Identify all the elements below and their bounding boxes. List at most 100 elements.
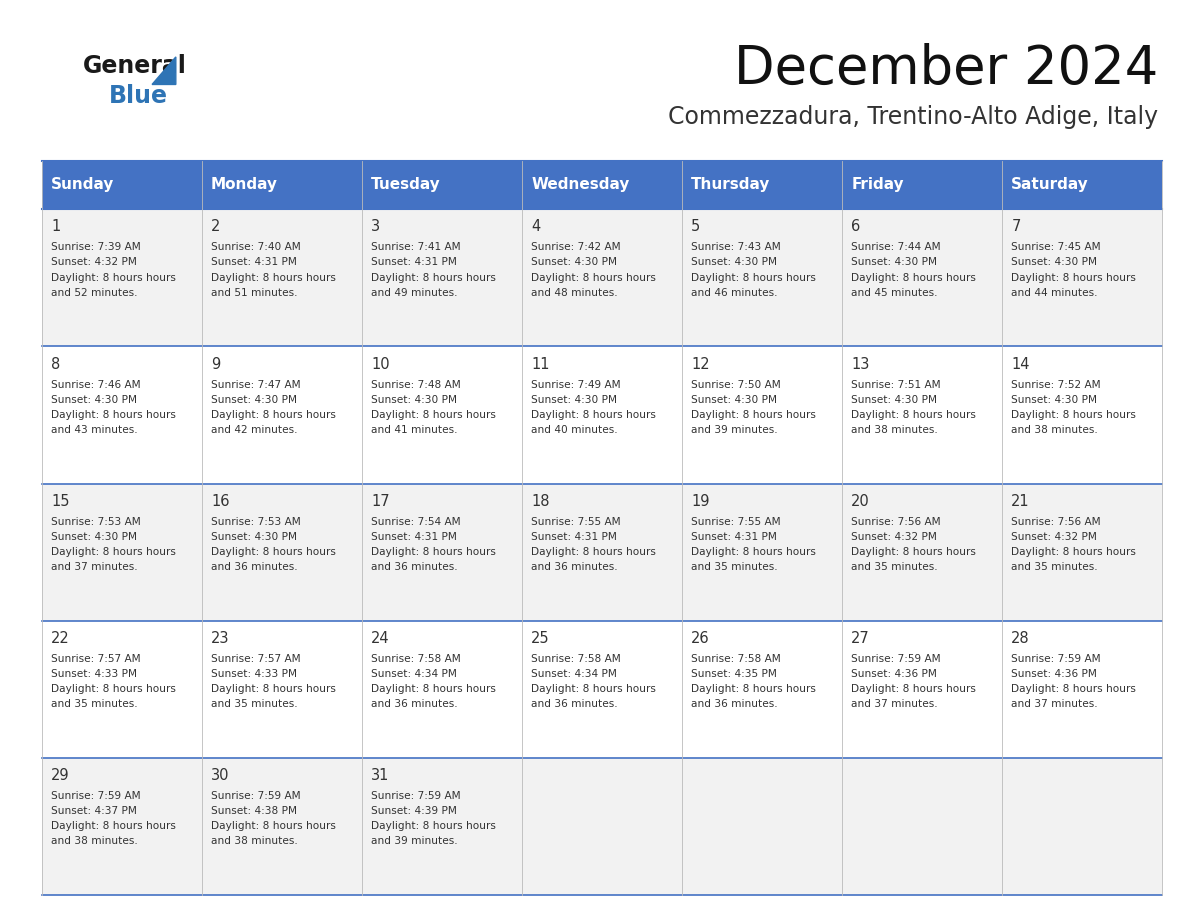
Text: Daylight: 8 hours hours: Daylight: 8 hours hours [852,684,977,694]
Text: and 38 minutes.: and 38 minutes. [1011,425,1098,435]
Bar [42,346,1162,484]
Text: and 45 minutes.: and 45 minutes. [852,288,937,297]
Text: Daylight: 8 hours hours: Daylight: 8 hours hours [691,684,816,694]
Text: Sunrise: 7:53 AM: Sunrise: 7:53 AM [211,517,301,527]
Text: 7: 7 [1011,219,1020,234]
Bar [42,484,1162,621]
Text: 25: 25 [531,631,550,646]
Text: Sunrise: 7:43 AM: Sunrise: 7:43 AM [691,242,781,252]
Text: and 35 minutes.: and 35 minutes. [1011,562,1098,572]
Text: Daylight: 8 hours hours: Daylight: 8 hours hours [1011,409,1136,420]
Text: Sunrise: 7:40 AM: Sunrise: 7:40 AM [211,242,301,252]
Text: Daylight: 8 hours hours: Daylight: 8 hours hours [371,547,497,557]
Text: 26: 26 [691,631,710,646]
Text: Daylight: 8 hours hours: Daylight: 8 hours hours [531,409,656,420]
Text: and 36 minutes.: and 36 minutes. [211,562,298,572]
Bar [42,758,1162,895]
Text: and 49 minutes.: and 49 minutes. [371,288,457,297]
Text: Sunday: Sunday [51,177,114,193]
Text: and 37 minutes.: and 37 minutes. [51,562,138,572]
Text: 8: 8 [51,356,61,372]
Text: Daylight: 8 hours hours: Daylight: 8 hours hours [371,822,497,831]
Text: Sunset: 4:31 PM: Sunset: 4:31 PM [371,532,457,542]
Text: 12: 12 [691,356,710,372]
Text: and 52 minutes.: and 52 minutes. [51,288,138,297]
Text: Daylight: 8 hours hours: Daylight: 8 hours hours [51,822,176,831]
Text: Blue: Blue [109,84,169,108]
Text: Daylight: 8 hours hours: Daylight: 8 hours hours [51,547,176,557]
Text: Sunrise: 7:59 AM: Sunrise: 7:59 AM [852,654,941,664]
Text: General: General [83,54,187,78]
Text: Sunset: 4:34 PM: Sunset: 4:34 PM [371,669,457,679]
Text: Sunrise: 7:59 AM: Sunrise: 7:59 AM [211,791,301,800]
Text: Sunset: 4:30 PM: Sunset: 4:30 PM [371,395,457,405]
Text: Sunset: 4:30 PM: Sunset: 4:30 PM [211,395,297,405]
Text: Sunset: 4:36 PM: Sunset: 4:36 PM [1011,669,1098,679]
Text: Sunset: 4:34 PM: Sunset: 4:34 PM [531,669,617,679]
Text: Sunrise: 7:58 AM: Sunrise: 7:58 AM [371,654,461,664]
Text: Sunrise: 7:44 AM: Sunrise: 7:44 AM [852,242,941,252]
Text: Sunrise: 7:53 AM: Sunrise: 7:53 AM [51,517,141,527]
Text: and 40 minutes.: and 40 minutes. [531,425,618,435]
Text: Daylight: 8 hours hours: Daylight: 8 hours hours [852,547,977,557]
Text: Sunrise: 7:39 AM: Sunrise: 7:39 AM [51,242,141,252]
Text: and 36 minutes.: and 36 minutes. [531,562,618,572]
Text: Daylight: 8 hours hours: Daylight: 8 hours hours [531,547,656,557]
Text: Sunrise: 7:45 AM: Sunrise: 7:45 AM [1011,242,1101,252]
Text: Daylight: 8 hours hours: Daylight: 8 hours hours [691,409,816,420]
Text: and 39 minutes.: and 39 minutes. [371,836,457,846]
Text: Sunset: 4:30 PM: Sunset: 4:30 PM [211,532,297,542]
Text: Wednesday: Wednesday [531,177,630,193]
Text: 28: 28 [1011,631,1030,646]
Text: Sunrise: 7:46 AM: Sunrise: 7:46 AM [51,379,140,389]
Text: Sunrise: 7:55 AM: Sunrise: 7:55 AM [531,517,621,527]
Text: and 36 minutes.: and 36 minutes. [371,562,457,572]
Text: Sunset: 4:37 PM: Sunset: 4:37 PM [51,806,137,816]
Text: Sunrise: 7:51 AM: Sunrise: 7:51 AM [852,379,941,389]
Text: Daylight: 8 hours hours: Daylight: 8 hours hours [211,409,336,420]
Text: 3: 3 [371,219,380,234]
Text: Daylight: 8 hours hours: Daylight: 8 hours hours [531,273,656,283]
Text: Daylight: 8 hours hours: Daylight: 8 hours hours [852,273,977,283]
Text: Sunrise: 7:50 AM: Sunrise: 7:50 AM [691,379,781,389]
Text: Sunrise: 7:49 AM: Sunrise: 7:49 AM [531,379,621,389]
Text: Daylight: 8 hours hours: Daylight: 8 hours hours [371,684,497,694]
Text: Sunset: 4:38 PM: Sunset: 4:38 PM [211,806,297,816]
Text: and 35 minutes.: and 35 minutes. [211,700,298,710]
Text: and 35 minutes.: and 35 minutes. [691,562,778,572]
Text: Daylight: 8 hours hours: Daylight: 8 hours hours [1011,684,1136,694]
Text: 22: 22 [51,631,70,646]
Text: Sunrise: 7:42 AM: Sunrise: 7:42 AM [531,242,621,252]
Text: Friday: Friday [852,177,904,193]
Text: 31: 31 [371,768,390,783]
Text: and 38 minutes.: and 38 minutes. [51,836,138,846]
Text: Daylight: 8 hours hours: Daylight: 8 hours hours [691,273,816,283]
Text: Sunset: 4:31 PM: Sunset: 4:31 PM [211,257,297,267]
Text: Sunset: 4:30 PM: Sunset: 4:30 PM [1011,395,1098,405]
Text: Sunset: 4:32 PM: Sunset: 4:32 PM [852,532,937,542]
Text: Sunset: 4:31 PM: Sunset: 4:31 PM [531,532,617,542]
Text: and 46 minutes.: and 46 minutes. [691,288,778,297]
Text: Sunrise: 7:55 AM: Sunrise: 7:55 AM [691,517,781,527]
Text: Sunrise: 7:57 AM: Sunrise: 7:57 AM [51,654,140,664]
Text: 19: 19 [691,494,709,509]
Text: 10: 10 [371,356,390,372]
Text: Daylight: 8 hours hours: Daylight: 8 hours hours [1011,273,1136,283]
Text: Daylight: 8 hours hours: Daylight: 8 hours hours [691,547,816,557]
Text: 14: 14 [1011,356,1030,372]
Text: 21: 21 [1011,494,1030,509]
Text: and 38 minutes.: and 38 minutes. [852,425,939,435]
Text: Sunset: 4:30 PM: Sunset: 4:30 PM [51,532,137,542]
Text: Daylight: 8 hours hours: Daylight: 8 hours hours [852,409,977,420]
Text: 1: 1 [51,219,61,234]
Text: Sunset: 4:31 PM: Sunset: 4:31 PM [371,257,457,267]
Text: Daylight: 8 hours hours: Daylight: 8 hours hours [51,409,176,420]
Text: Sunrise: 7:57 AM: Sunrise: 7:57 AM [211,654,301,664]
Text: 6: 6 [852,219,860,234]
Text: and 48 minutes.: and 48 minutes. [531,288,618,297]
Text: Sunrise: 7:52 AM: Sunrise: 7:52 AM [1011,379,1101,389]
Text: Daylight: 8 hours hours: Daylight: 8 hours hours [371,409,497,420]
Text: Daylight: 8 hours hours: Daylight: 8 hours hours [531,684,656,694]
Text: 27: 27 [852,631,870,646]
Text: 29: 29 [51,768,70,783]
